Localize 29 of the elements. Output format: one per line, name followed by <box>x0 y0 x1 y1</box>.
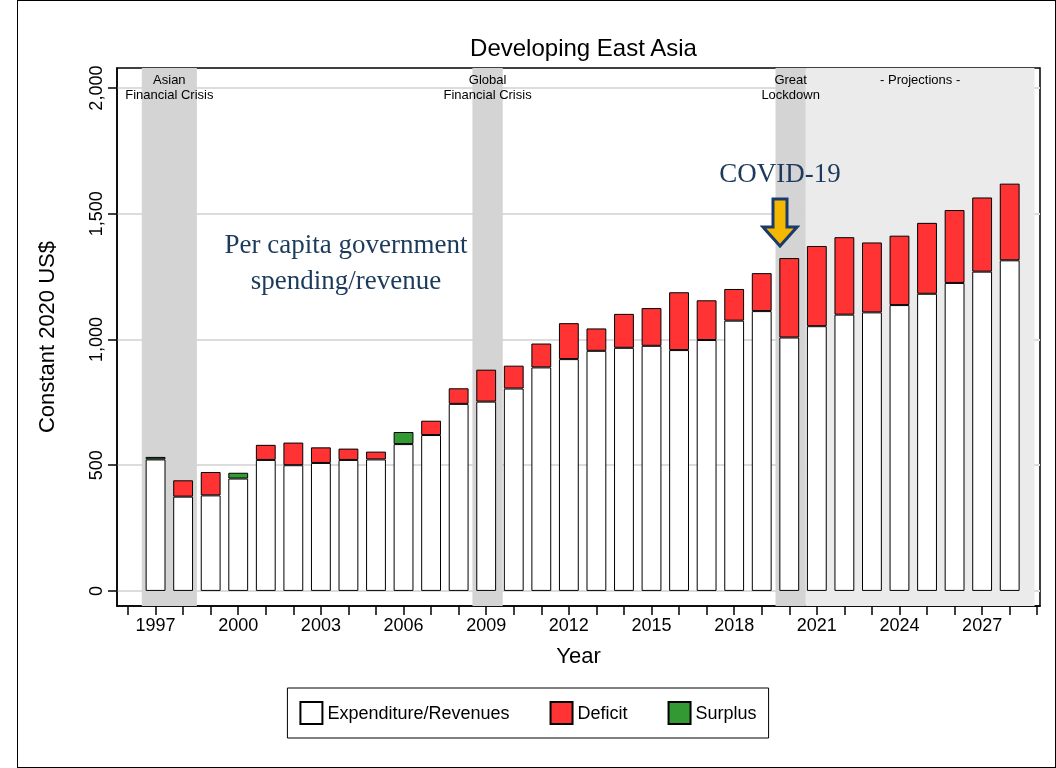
band-label: Asian Financial Crisis <box>125 72 214 102</box>
legend-label: Expenditure/Revenues <box>327 703 510 723</box>
band-label: Great Lockdown <box>761 72 820 102</box>
chart-title: Developing East Asia <box>470 33 698 61</box>
x-tick-label: 2018 <box>714 615 755 635</box>
legend-label: Deficit <box>577 703 628 723</box>
x-tick-label: 2000 <box>218 615 259 635</box>
y-tick-label: 500 <box>86 450 106 481</box>
y-tick-label: 2,000 <box>86 65 106 111</box>
y-tick-label: 1,500 <box>86 191 106 237</box>
x-tick-label: 2006 <box>383 615 424 635</box>
x-tick-label: 2027 <box>962 615 1003 635</box>
y-axis-title: Constant 2020 US$ <box>33 240 59 434</box>
x-tick-label: 2012 <box>548 615 589 635</box>
band-label: Global Financial Crisis <box>443 72 533 102</box>
legend-label: Surplus <box>695 703 757 723</box>
x-tick-label: 2015 <box>631 615 672 635</box>
x-tick-label: 2009 <box>466 615 507 635</box>
y-tick-label: 0 <box>86 585 106 596</box>
bar <box>145 459 166 591</box>
x-tick-label: 2003 <box>300 615 341 635</box>
x-tick-label: 2024 <box>879 615 920 635</box>
annotation: Per capita government spending/revenue <box>223 228 469 297</box>
x-axis-title: Year <box>556 642 601 668</box>
x-tick-label: 2021 <box>796 615 837 635</box>
x-tick-label: 1997 <box>135 615 176 635</box>
annotation: COVID-19 <box>718 157 842 190</box>
band-label: - Projections - <box>880 72 961 87</box>
y-tick-label: 1,000 <box>86 316 106 363</box>
